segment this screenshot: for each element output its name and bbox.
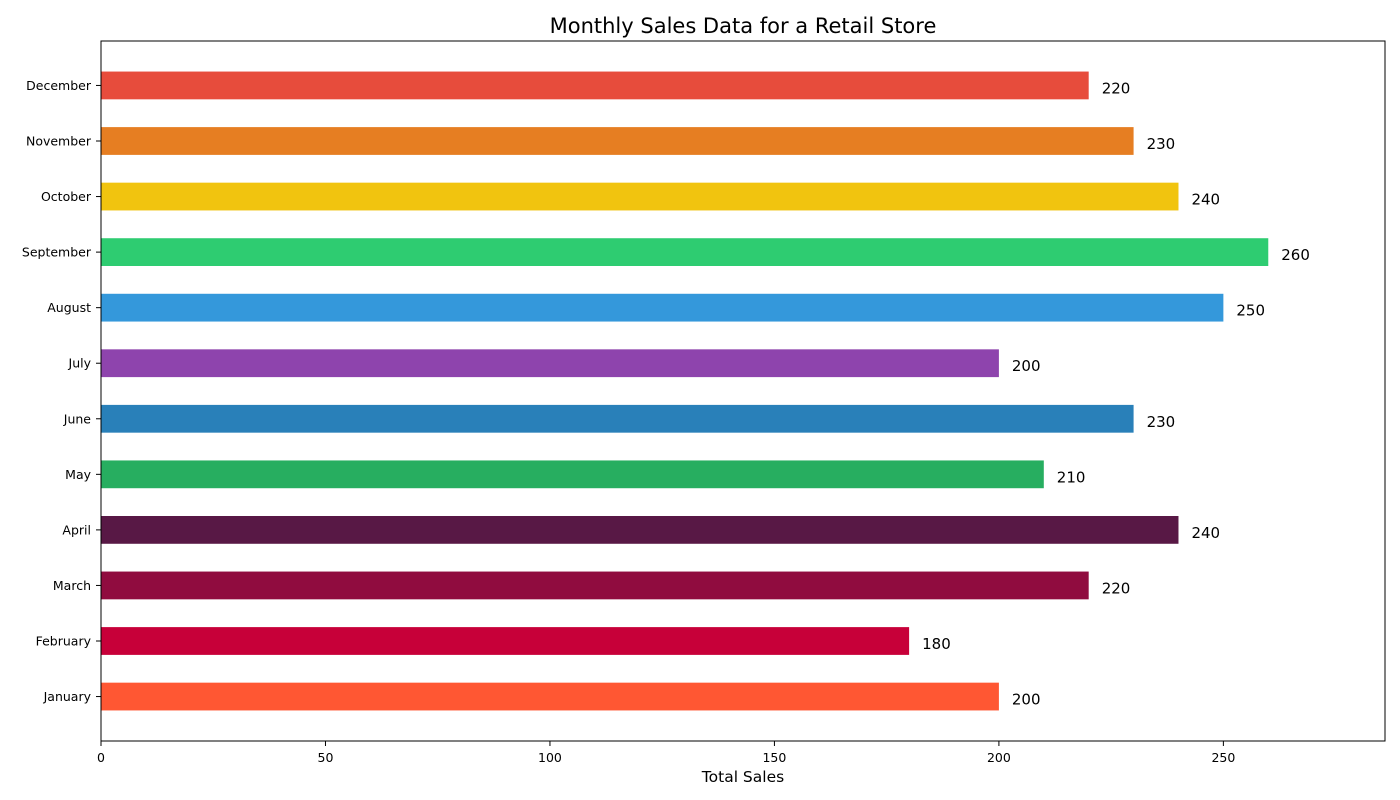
bar-august (101, 293, 1224, 322)
plot-frame (100, 40, 1386, 742)
x-tick-label: 0 (97, 750, 105, 765)
bar-april (101, 516, 1179, 544)
chart-title: Monthly Sales Data for a Retail Store (550, 14, 937, 38)
value-label-june: 230 (1147, 413, 1176, 431)
x-tick-label: 100 (538, 750, 562, 765)
y-axis-ticks: January February March April May June July Augu… (22, 78, 101, 704)
bars-group (101, 71, 1269, 711)
bar-december (101, 71, 1089, 100)
bar-november (101, 127, 1134, 155)
y-tick-label-november: November (26, 134, 92, 149)
value-labels-group: 200 180 220 240 210 230 200 250 260 240 230 220 (922, 79, 1310, 708)
y-tick-label-december: December (26, 78, 92, 93)
y-tick-label-january: January (43, 689, 92, 704)
value-label-july: 200 (1012, 357, 1041, 375)
y-tick-label-september: September (22, 245, 92, 260)
value-label-september: 260 (1281, 246, 1310, 264)
y-tick-label-february: February (36, 634, 92, 649)
y-tick-label-august: August (47, 300, 91, 315)
value-label-august: 250 (1236, 302, 1265, 320)
x-tick-label: 250 (1211, 750, 1235, 765)
bar-january (101, 682, 999, 711)
y-tick-label-march: March (53, 578, 91, 593)
x-tick-label: 150 (762, 750, 786, 765)
value-label-november: 230 (1147, 135, 1176, 153)
value-label-october: 240 (1191, 191, 1220, 209)
bar-july (101, 349, 999, 378)
y-tick-label-may: May (65, 467, 91, 482)
y-tick-label-april: April (62, 522, 91, 537)
y-tick-label-july: July (68, 356, 92, 371)
value-label-december: 220 (1102, 79, 1131, 97)
bar-february (101, 627, 910, 655)
bar-september (101, 238, 1269, 266)
x-axis-title: Total Sales (701, 768, 784, 786)
value-label-january: 200 (1012, 691, 1041, 709)
value-label-february: 180 (922, 635, 951, 653)
y-tick-label-june: June (63, 411, 92, 426)
value-label-may: 210 (1057, 468, 1086, 486)
bar-march (101, 571, 1089, 600)
x-tick-label: 200 (987, 750, 1011, 765)
value-label-april: 240 (1191, 524, 1220, 542)
x-axis-ticks: 0 50 100 150 200 250 (97, 741, 1235, 765)
bar-june (101, 404, 1134, 433)
y-tick-label-october: October (41, 189, 92, 204)
bar-may (101, 460, 1044, 489)
x-tick-label: 50 (318, 750, 334, 765)
value-label-march: 220 (1102, 579, 1131, 597)
bar-october (101, 182, 1179, 211)
